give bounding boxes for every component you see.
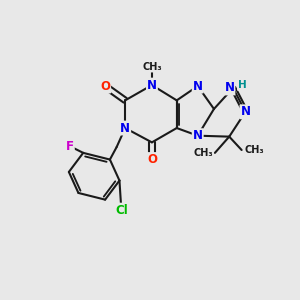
Text: N: N	[147, 79, 157, 92]
Text: N: N	[241, 105, 250, 118]
Text: CH₃: CH₃	[194, 148, 213, 158]
Text: H: H	[238, 80, 246, 90]
Text: N: N	[120, 122, 130, 134]
Text: O: O	[100, 80, 110, 92]
Text: O: O	[147, 153, 157, 166]
Text: Cl: Cl	[115, 204, 128, 217]
Text: N: N	[224, 82, 234, 94]
Text: N: N	[193, 80, 203, 92]
Text: F: F	[66, 140, 74, 153]
Text: CH₃: CH₃	[142, 62, 162, 72]
Text: CH₃: CH₃	[244, 145, 264, 155]
Text: N: N	[193, 129, 203, 142]
